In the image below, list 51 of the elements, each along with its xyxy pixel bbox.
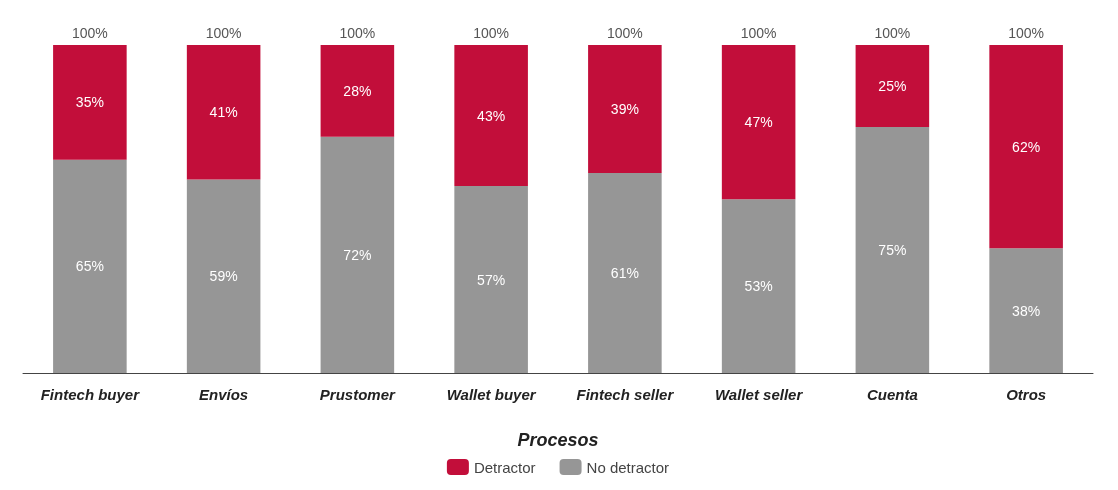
x-tick-label: Wallet seller bbox=[714, 386, 804, 403]
bar bbox=[721, 45, 796, 200]
data-label: 57% bbox=[477, 271, 506, 288]
data-label: 53% bbox=[744, 278, 773, 295]
bar bbox=[588, 45, 662, 173]
data-label: 41% bbox=[209, 104, 238, 121]
data-label: 35% bbox=[75, 94, 104, 111]
total-label: 100% bbox=[606, 25, 643, 41]
legend-label: No detractor bbox=[586, 458, 670, 476]
bar bbox=[855, 45, 930, 127]
bar bbox=[454, 186, 528, 373]
bar bbox=[989, 248, 1063, 373]
data-label: 75% bbox=[878, 242, 907, 258]
total-label: 100% bbox=[71, 25, 108, 41]
x-tick-label: Prustomer bbox=[319, 386, 397, 403]
x-tick-label: Envíos bbox=[199, 386, 249, 403]
data-label: 38% bbox=[1012, 302, 1041, 319]
x-tick-label: Fintech seller bbox=[576, 386, 675, 403]
total-label: 100% bbox=[1008, 25, 1045, 41]
data-label: 25% bbox=[878, 78, 907, 94]
total-label: 100% bbox=[339, 25, 376, 41]
total-label: 100% bbox=[473, 25, 510, 41]
data-label: 61% bbox=[610, 264, 639, 281]
total-label: 100% bbox=[874, 25, 911, 41]
data-label: 59% bbox=[209, 268, 238, 285]
data-label: 62% bbox=[1012, 138, 1041, 155]
bar bbox=[855, 127, 930, 373]
data-label: 39% bbox=[610, 100, 639, 117]
bar bbox=[588, 172, 662, 373]
x-tick-label: Wallet buyer bbox=[446, 386, 537, 403]
bar bbox=[186, 179, 261, 373]
bar bbox=[53, 159, 127, 373]
bar bbox=[721, 199, 796, 373]
legend-label: Detractor bbox=[473, 458, 536, 476]
bar bbox=[989, 45, 1063, 249]
x-tick-label: Cuenta bbox=[866, 386, 918, 403]
data-label: 47% bbox=[744, 114, 773, 131]
bar bbox=[454, 45, 528, 187]
bar bbox=[186, 45, 261, 180]
x-tick-label: Fintech buyer bbox=[40, 386, 141, 403]
data-label: 28% bbox=[343, 82, 372, 99]
bar bbox=[320, 45, 395, 137]
bar bbox=[320, 136, 395, 373]
x-tick-label: Otros bbox=[1006, 386, 1047, 403]
data-label: 65% bbox=[75, 258, 104, 275]
x-axis-title: Procesos bbox=[517, 430, 599, 450]
data-label: 43% bbox=[477, 107, 506, 124]
bar bbox=[53, 45, 127, 160]
total-label: 100% bbox=[205, 25, 242, 41]
data-label: 72% bbox=[343, 246, 372, 263]
total-label: 100% bbox=[740, 25, 777, 41]
